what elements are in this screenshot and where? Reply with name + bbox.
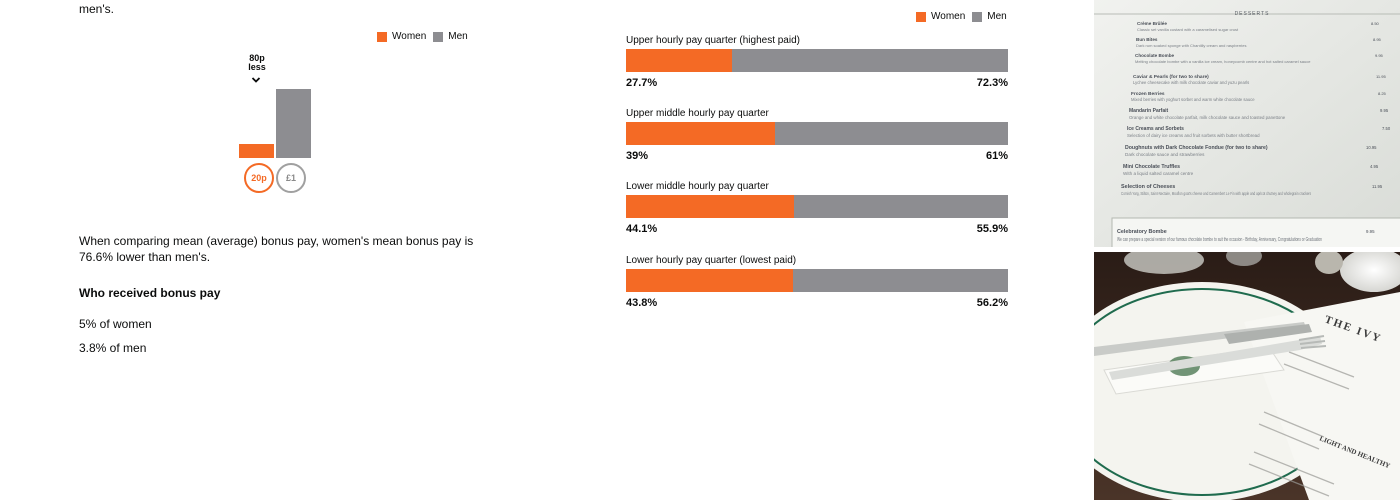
menu-item-price: 10.95 bbox=[1366, 145, 1377, 150]
legend-men-swatch bbox=[433, 31, 444, 42]
menu-item-name: Selection of Cheeses bbox=[1121, 184, 1175, 190]
chevron-down-icon bbox=[251, 77, 261, 83]
menu-item-price: 8.50 bbox=[1371, 21, 1380, 26]
quartile-label: Upper hourly pay quarter (highest paid) bbox=[626, 35, 800, 46]
menu-item-desc: Classic set vanilla custard with a caram… bbox=[1137, 27, 1239, 32]
quartile-chart-legend: Women Men bbox=[916, 11, 1014, 22]
menu-item-name: Frozen Berries bbox=[1131, 91, 1165, 97]
menu-item-price: 8.25 bbox=[1378, 91, 1387, 96]
quartile-upper: Upper hourly pay quarter (highest paid) … bbox=[626, 35, 1008, 89]
bonus-difference-word: less bbox=[248, 62, 266, 72]
menu-item-desc: Orange and white chocolate parfait, milk… bbox=[1129, 115, 1286, 120]
menu-item-price: 4.95 bbox=[1370, 164, 1379, 169]
menu-item-name: Mandarin Parfait bbox=[1129, 108, 1169, 114]
menu-item-price: 9.95 bbox=[1380, 108, 1389, 113]
bonus-bar-women bbox=[239, 144, 274, 158]
quartile-bar bbox=[626, 122, 1008, 145]
quartile-lower: Lower hourly pay quarter (lowest paid) 4… bbox=[626, 255, 1008, 309]
quartile-upper-middle: Upper middle hourly pay quarter 39% 61% bbox=[626, 108, 1008, 162]
quartile-bar bbox=[626, 269, 1008, 292]
quartile-label: Upper middle hourly pay quarter bbox=[626, 108, 769, 119]
who-received-heading: Who received bonus pay bbox=[79, 286, 221, 300]
men-bonus-stat: 3.8% of men bbox=[79, 341, 147, 355]
coin-women: 20p bbox=[244, 163, 274, 193]
quartile-men-percent: 55.9% bbox=[976, 223, 1008, 235]
menu-item-price: 9.95 bbox=[1375, 53, 1384, 58]
menu-item-name: Chocolate Bombe bbox=[1135, 53, 1174, 58]
quartile-women-percent: 44.1% bbox=[626, 223, 658, 235]
menu-item-price: 11.95 bbox=[1376, 74, 1386, 79]
coin-men: £1 bbox=[276, 163, 306, 193]
menu-item-desc: Lychee cheesecake with milk chocolate ca… bbox=[1133, 80, 1249, 85]
menu-item-price: 11.95 bbox=[1372, 184, 1383, 189]
quartile-women-percent: 43.8% bbox=[626, 297, 658, 309]
menu-item-desc: Selection of dairy ice creams and fruit … bbox=[1127, 133, 1260, 138]
quartile-label: Lower middle hourly pay quarter bbox=[626, 181, 769, 192]
menu-item-name: Bun Bites bbox=[1136, 37, 1158, 42]
quartile-men-percent: 72.3% bbox=[976, 77, 1008, 89]
legend-men-swatch bbox=[972, 11, 983, 22]
menu-item-name: Mini Chocolate Truffles bbox=[1123, 164, 1180, 170]
menu-item-desc: Melting chocolate bombe with a vanilla i… bbox=[1135, 59, 1311, 64]
bonus-difference-label: 80p less bbox=[238, 54, 276, 72]
quartile-bar bbox=[626, 195, 1008, 218]
menu-item-name: Caviar & Pearls (for two to share) bbox=[1133, 74, 1209, 80]
quartile-bar-women bbox=[626, 269, 794, 292]
table-setting-photo: THE IVY LIGHT AND HEALTHY bbox=[1094, 252, 1400, 500]
menu-special-desc: We can prepare a special version of our … bbox=[1117, 237, 1322, 243]
legend-women-swatch bbox=[916, 11, 926, 22]
menu-item-desc: Mixed berries with yoghurt sorbet and wa… bbox=[1131, 97, 1255, 102]
menu-item-name: Crème Brûlée bbox=[1137, 21, 1167, 26]
menu-item-desc: Cornish Yarg, Stilton, Saint-Nectaire, M… bbox=[1121, 191, 1311, 196]
bonus-difference-amount: 80p bbox=[249, 53, 265, 63]
quartile-men-percent: 56.2% bbox=[976, 297, 1008, 309]
bonus-bar-men bbox=[276, 89, 311, 158]
legend-women-label: Women bbox=[931, 11, 966, 22]
menu-item-name: Ice Creams and Sorbets bbox=[1127, 126, 1184, 132]
photo-divider bbox=[1094, 247, 1400, 252]
menu-special-price: 9.95 bbox=[1366, 229, 1375, 234]
dessert-menu-photo: DESSERTS Crème Brûlée Classic set vanill… bbox=[1094, 0, 1400, 247]
legend-men-label: Men bbox=[448, 31, 468, 42]
quartile-label: Lower hourly pay quarter (lowest paid) bbox=[626, 255, 797, 266]
menu-item-desc: With a liquid salted caramel centre bbox=[1123, 171, 1194, 176]
menu-item-name: Doughnuts with Dark Chocolate Fondue (fo… bbox=[1125, 145, 1268, 151]
quartile-lower-middle: Lower middle hourly pay quarter 44.1% 55… bbox=[626, 181, 1008, 235]
quartile-bar-women bbox=[626, 49, 732, 72]
menu-heading: DESSERTS bbox=[1235, 11, 1270, 17]
quartile-bar-women bbox=[626, 122, 775, 145]
legend-women-swatch bbox=[377, 31, 387, 42]
menu-special-name: Celebratory Bombe bbox=[1117, 229, 1167, 235]
quartile-women-percent: 27.7% bbox=[626, 77, 658, 89]
legend-men-label: Men bbox=[987, 11, 1007, 22]
intro-text-tail: men's. bbox=[79, 2, 114, 16]
bonus-chart-legend: Women Men bbox=[377, 31, 475, 42]
legend-women-label: Women bbox=[392, 31, 427, 42]
menu-item-price: 8.95 bbox=[1373, 37, 1382, 42]
dessert-menu-image: DESSERTS Crème Brûlée Classic set vanill… bbox=[1094, 0, 1400, 247]
menu-item-price: 7.50 bbox=[1382, 126, 1391, 131]
menu-item-desc: Dark rum soaked sponge with Chantilly cr… bbox=[1136, 43, 1247, 48]
quartile-bar-women bbox=[626, 195, 795, 218]
table-setting-image: THE IVY LIGHT AND HEALTHY bbox=[1094, 252, 1400, 500]
quartile-women-percent: 39% bbox=[626, 150, 649, 162]
bonus-comparison-text: When comparing mean (average) bonus pay,… bbox=[79, 234, 474, 264]
menu-item-desc: Dark chocolate sauce and strawberries bbox=[1125, 152, 1205, 157]
women-bonus-stat: 5% of women bbox=[79, 317, 152, 331]
quartile-bar bbox=[626, 49, 1008, 72]
quartile-men-percent: 61% bbox=[985, 150, 1008, 162]
